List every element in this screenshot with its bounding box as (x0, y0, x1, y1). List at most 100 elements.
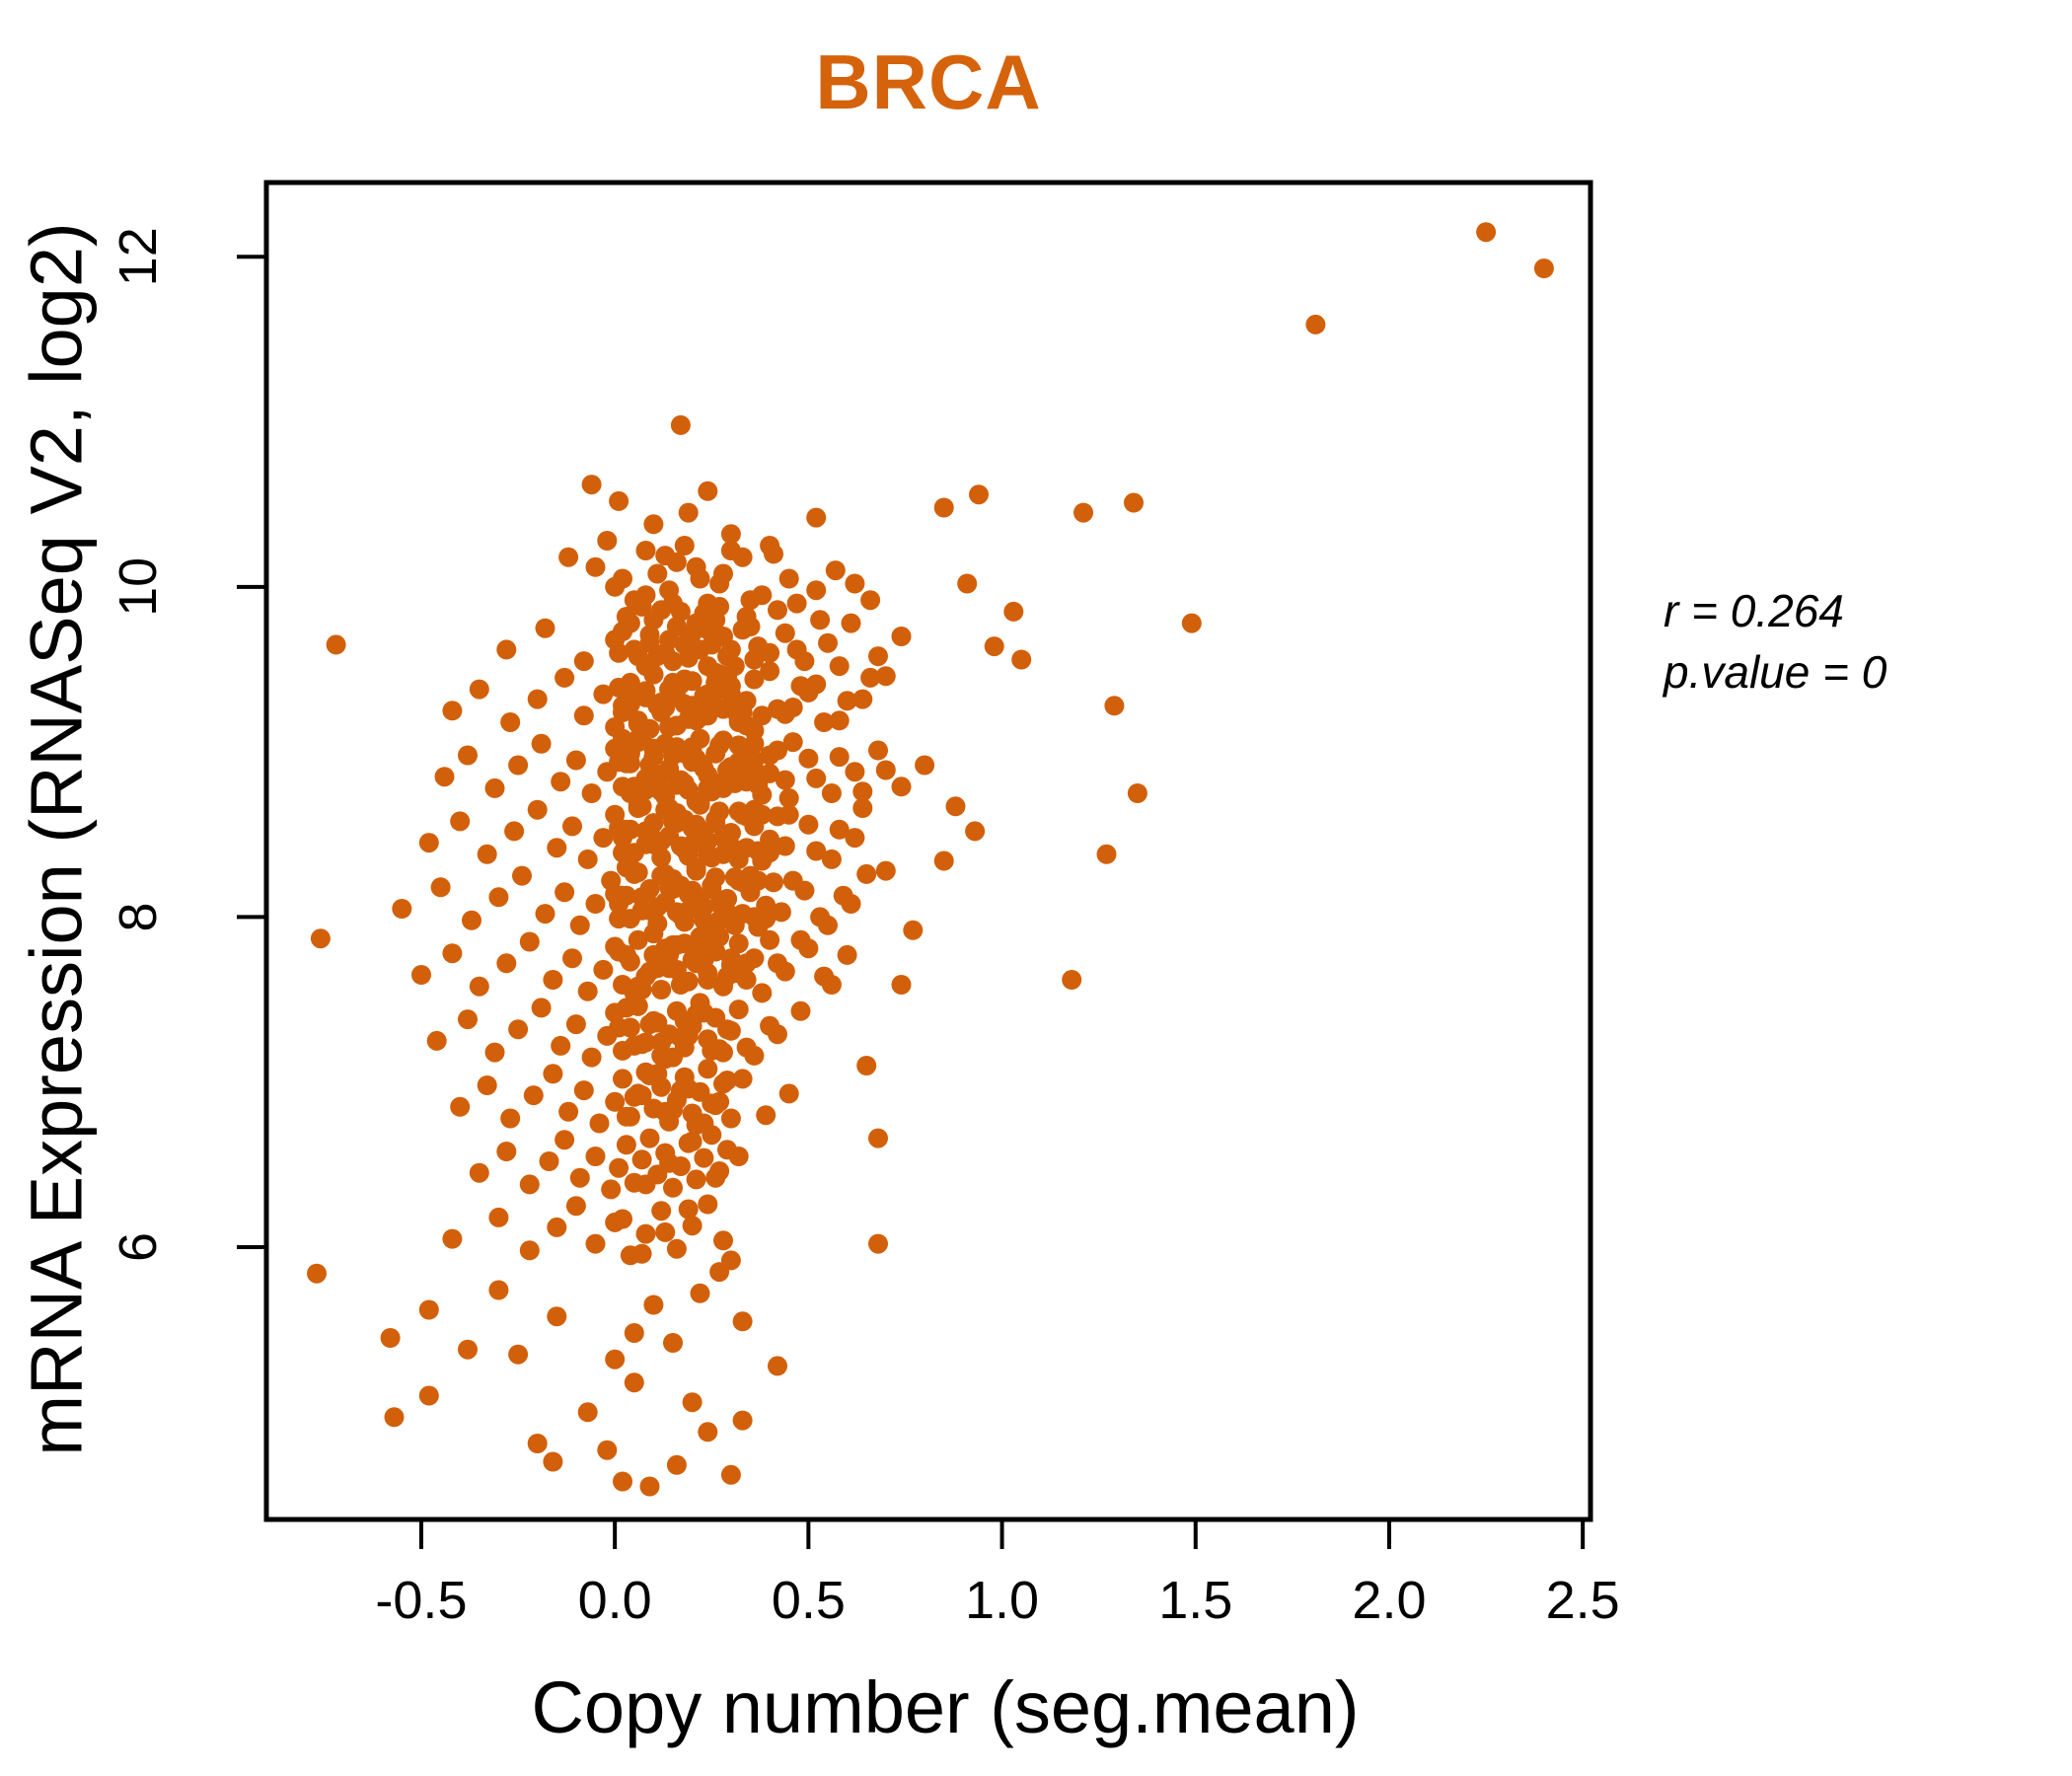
data-point (547, 1306, 567, 1327)
data-point (1062, 970, 1082, 990)
data-point (760, 929, 780, 950)
x-tick-label: 1.0 (965, 1571, 1039, 1630)
data-point (620, 909, 640, 929)
data-point (690, 938, 710, 959)
data-point (694, 910, 714, 930)
data-point (643, 514, 664, 535)
data-point (678, 1025, 699, 1046)
data-point (613, 1209, 632, 1229)
data-point (663, 1047, 683, 1068)
data-point (698, 481, 718, 501)
data-point (1305, 314, 1326, 334)
data-point (547, 838, 567, 858)
data-point (771, 902, 791, 923)
data-point (411, 965, 431, 985)
data-point (666, 813, 687, 834)
data-point (891, 777, 912, 797)
data-point (852, 781, 873, 802)
y-tick-label: 12 (109, 227, 168, 286)
data-point (477, 1075, 497, 1095)
data-point (504, 821, 525, 842)
data-point (682, 1216, 703, 1236)
data-point (666, 1238, 687, 1259)
data-point (814, 966, 835, 987)
data-point (845, 762, 865, 782)
data-point (694, 1147, 714, 1168)
data-point (562, 816, 582, 837)
data-point (581, 1047, 602, 1068)
data-point (778, 1083, 799, 1104)
data-point (728, 933, 749, 954)
data-point (639, 1476, 660, 1497)
data-point (814, 712, 835, 732)
data-point (555, 882, 575, 903)
data-point (469, 976, 489, 997)
data-point (833, 885, 853, 906)
y-tick-label: 10 (109, 557, 168, 617)
data-point (698, 970, 718, 990)
data-point (810, 907, 831, 927)
data-point (484, 1042, 505, 1063)
data-point (748, 636, 769, 657)
data-point (565, 1014, 586, 1035)
data-point (562, 948, 582, 969)
data-point (643, 738, 664, 759)
data-point (519, 1174, 540, 1195)
data-point (458, 745, 478, 766)
data-point (709, 1091, 730, 1112)
data-point (720, 1108, 741, 1129)
data-point (663, 1100, 683, 1121)
plot-border (263, 180, 1593, 1522)
data-point (543, 970, 563, 990)
data-point (469, 679, 489, 700)
data-point (732, 872, 753, 893)
data-point (686, 1169, 706, 1190)
data-point (682, 834, 703, 854)
data-point (829, 819, 850, 840)
data-point (597, 531, 618, 551)
data-point (442, 701, 463, 721)
data-point (508, 755, 529, 776)
data-point (659, 1152, 680, 1173)
data-point (573, 651, 594, 672)
data-point (790, 1000, 811, 1021)
data-point (702, 1125, 722, 1146)
data-point (496, 639, 517, 660)
data-point (720, 948, 741, 969)
data-point (655, 863, 676, 884)
data-point (837, 691, 857, 711)
data-point (1003, 601, 1024, 622)
data-point (635, 779, 656, 800)
data-point (806, 580, 827, 601)
data-point (709, 894, 730, 914)
data-point (605, 1091, 626, 1112)
data-point (728, 1147, 749, 1166)
data-point (768, 953, 787, 974)
data-point (698, 1059, 718, 1079)
data-point (616, 1106, 636, 1127)
data-point (690, 568, 710, 589)
data-point (720, 524, 741, 545)
data-point (535, 618, 555, 638)
data-point (891, 975, 912, 995)
data-point (647, 1012, 668, 1033)
data-point (868, 1233, 888, 1254)
data-point (748, 870, 769, 891)
data-point (744, 733, 765, 754)
data-point (915, 755, 935, 776)
data-point (717, 1071, 737, 1090)
data-point (659, 758, 680, 778)
p-value-text: p.value = 0 (1664, 646, 1887, 698)
r-value-text: r = 0.264 (1664, 585, 1844, 636)
data-point (631, 1085, 652, 1106)
data-point (957, 573, 978, 594)
data-point (821, 849, 842, 869)
data-point (531, 998, 552, 1018)
data-point (760, 661, 780, 682)
data-point (624, 843, 644, 863)
data-point (609, 642, 629, 663)
data-point (713, 1230, 733, 1251)
data-point (713, 627, 733, 646)
data-point (1073, 502, 1093, 523)
data-point (569, 915, 590, 935)
